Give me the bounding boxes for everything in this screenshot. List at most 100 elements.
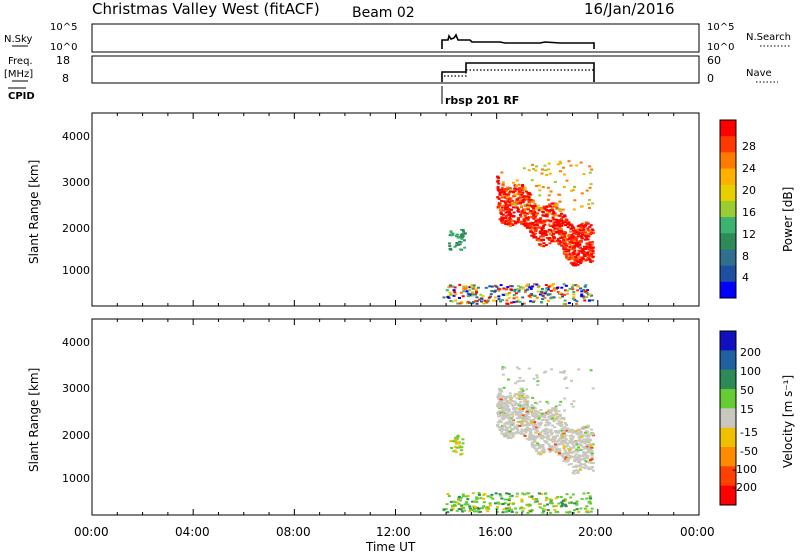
velocity-cell	[534, 412, 538, 415]
velocity-cell	[523, 424, 527, 427]
velocity-cell	[559, 436, 563, 439]
power-cell	[558, 160, 562, 163]
velocity-cell	[500, 497, 504, 500]
power-colorbar-swatch	[720, 168, 736, 186]
power-cell	[547, 219, 551, 222]
velocity-cell	[557, 420, 561, 423]
power-cell	[500, 213, 504, 216]
power-cell	[445, 289, 449, 292]
power-cell	[523, 290, 527, 293]
velocity-cell	[548, 422, 552, 425]
velocity-cell	[571, 493, 575, 496]
power-cell	[488, 285, 492, 288]
power-cell	[552, 232, 556, 235]
velocity-cell	[521, 424, 525, 427]
power-cell	[520, 222, 524, 225]
power-cell	[458, 283, 462, 286]
velocity-cell	[488, 502, 492, 505]
power-cell	[545, 237, 549, 240]
power-cell	[516, 288, 520, 291]
power-cell	[446, 296, 450, 299]
power-cell	[573, 199, 577, 202]
power-cell	[472, 286, 476, 289]
power-cell	[562, 283, 566, 286]
velocity-cell	[587, 501, 591, 504]
power-cell	[466, 294, 470, 297]
power-cell	[530, 226, 534, 229]
power-cell	[571, 238, 575, 241]
velocity-cell	[560, 440, 564, 443]
power-cell	[509, 199, 513, 202]
power-cell	[514, 185, 518, 188]
power-cell	[572, 253, 576, 256]
power-cell	[453, 291, 457, 294]
noise-left-tick-bottom: 10^0	[50, 42, 77, 53]
power-cell	[560, 224, 564, 227]
velocity-cell	[518, 507, 522, 510]
cpid-panel: CPID rbsp 201 RF	[8, 86, 519, 107]
velocity-cell	[547, 443, 551, 446]
velocity-cell	[508, 430, 512, 433]
velocity-cell	[556, 415, 560, 418]
power-cell	[496, 205, 500, 208]
power-cell	[564, 237, 568, 240]
power-cbar-tick-20: 20	[742, 184, 756, 197]
power-ytick-1000: 1000	[62, 264, 90, 277]
power-cell	[564, 244, 568, 247]
velocity-cell	[455, 446, 459, 449]
power-cell	[558, 232, 562, 235]
power-colorbar-swatch	[720, 184, 736, 202]
vel-cbar-tick-15: 15	[740, 403, 754, 416]
velocity-cell	[451, 440, 455, 443]
power-cell	[572, 262, 576, 265]
velocity-cell	[524, 431, 528, 434]
velocity-cell	[459, 508, 463, 511]
velocity-cell	[527, 416, 531, 419]
velocity-cell	[550, 433, 554, 436]
velocity-cell	[510, 417, 514, 420]
power-cell	[555, 207, 559, 210]
velocity-cell	[560, 432, 564, 435]
power-cell	[454, 299, 458, 302]
velocity-colorbar-swatch	[720, 427, 736, 448]
power-cell	[567, 302, 571, 305]
power-cell	[562, 173, 566, 176]
power-cell	[506, 218, 510, 221]
power-cell	[577, 252, 581, 255]
power-cell	[529, 287, 533, 290]
power-cell	[528, 224, 532, 227]
velocity-cell	[583, 507, 587, 510]
vel-cbar-tick-minus15: -15	[740, 426, 758, 439]
power-cell	[575, 236, 579, 239]
velocity-cell	[550, 502, 554, 505]
velocity-cell	[531, 396, 535, 399]
velocity-cell	[537, 502, 541, 505]
velocity-cell	[584, 451, 588, 454]
power-cell	[526, 207, 530, 210]
velocity-cell	[499, 494, 503, 497]
power-cell	[517, 183, 521, 186]
nave-trace	[444, 69, 594, 77]
power-cell	[548, 211, 552, 214]
power-cell	[591, 250, 595, 253]
velocity-cell	[502, 401, 506, 404]
velocity-cell	[517, 431, 521, 434]
power-cell	[591, 247, 595, 250]
velocity-cell	[590, 443, 594, 446]
velocity-cell	[501, 408, 505, 411]
power-cell	[534, 165, 538, 168]
power-cell	[504, 220, 508, 223]
power-cell	[571, 248, 575, 251]
power-cell	[503, 206, 507, 209]
power-ytick-2000: 2000	[62, 222, 90, 235]
velocity-cell	[541, 446, 545, 449]
power-cell	[523, 224, 527, 227]
power-cell	[475, 291, 479, 294]
power-cell	[540, 227, 544, 230]
power-cell	[544, 169, 548, 172]
power-cell	[526, 212, 530, 215]
velocity-cell	[506, 422, 510, 425]
power-cell	[540, 226, 544, 229]
velocity-cell	[567, 463, 571, 466]
power-cell	[533, 226, 537, 229]
